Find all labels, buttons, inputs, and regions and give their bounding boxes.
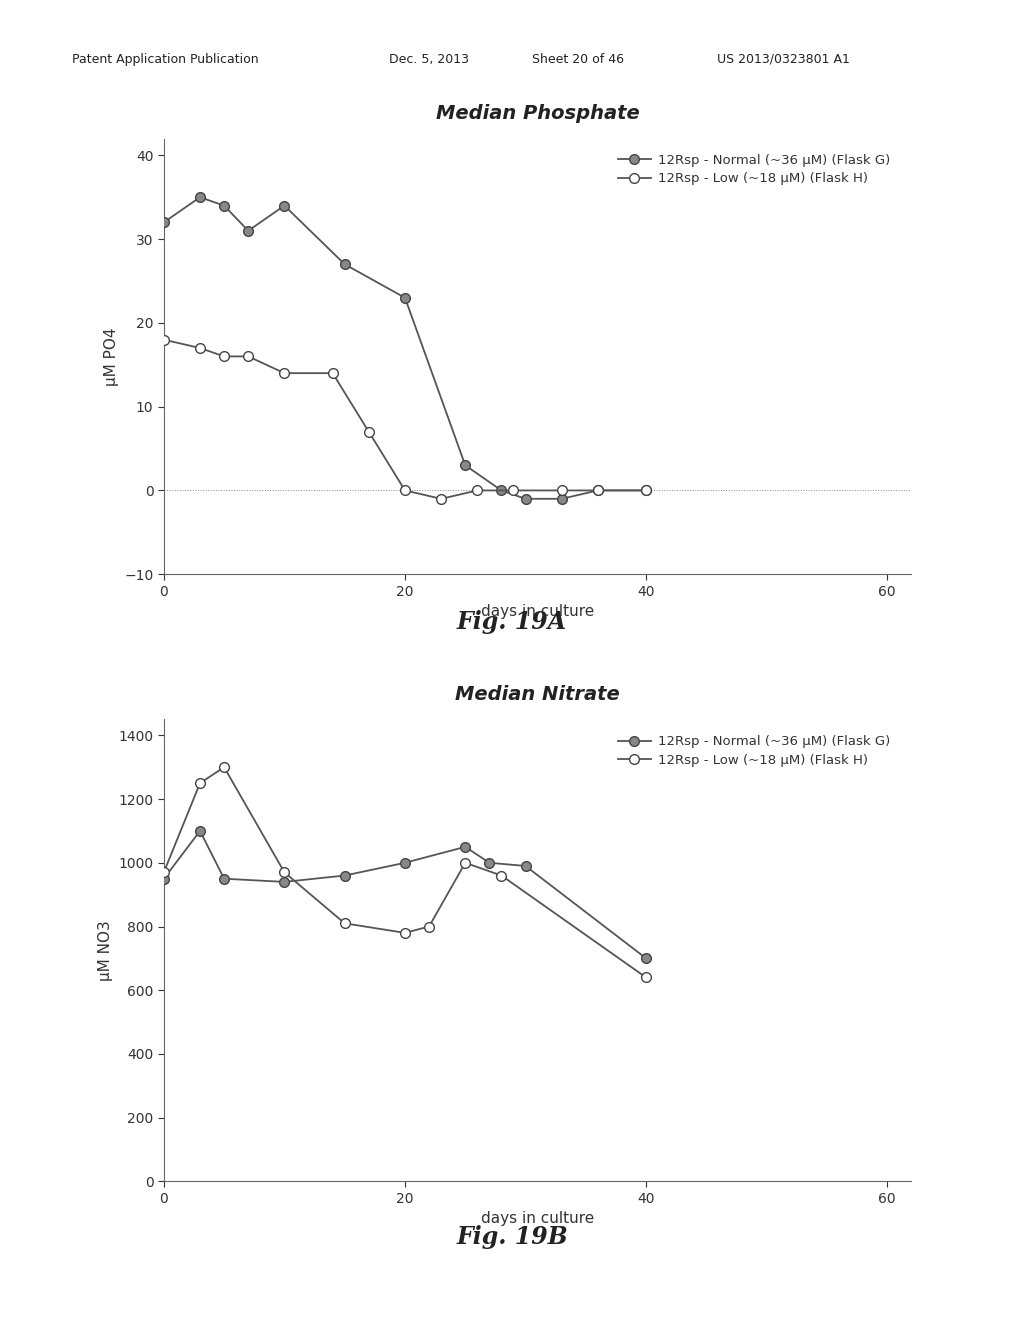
Y-axis label: μM PO4: μM PO4 [103, 327, 119, 385]
X-axis label: days in culture: days in culture [481, 1212, 594, 1226]
Text: Patent Application Publication: Patent Application Publication [72, 53, 258, 66]
Legend: 12Rsp - Normal (~36 μM) (Flask G), 12Rsp - Low (~18 μM) (Flask H): 12Rsp - Normal (~36 μM) (Flask G), 12Rsp… [617, 154, 890, 185]
Text: Fig. 19B: Fig. 19B [456, 1225, 568, 1249]
Title: Median Phosphate: Median Phosphate [436, 104, 639, 123]
X-axis label: days in culture: days in culture [481, 605, 594, 619]
Text: US 2013/0323801 A1: US 2013/0323801 A1 [717, 53, 850, 66]
Text: Dec. 5, 2013: Dec. 5, 2013 [389, 53, 469, 66]
Text: Sheet 20 of 46: Sheet 20 of 46 [532, 53, 625, 66]
Y-axis label: μM NO3: μM NO3 [97, 920, 113, 981]
Text: Fig. 19A: Fig. 19A [457, 610, 567, 634]
Title: Median Nitrate: Median Nitrate [456, 685, 620, 704]
Legend: 12Rsp - Normal (~36 μM) (Flask G), 12Rsp - Low (~18 μM) (Flask H): 12Rsp - Normal (~36 μM) (Flask G), 12Rsp… [617, 735, 890, 767]
